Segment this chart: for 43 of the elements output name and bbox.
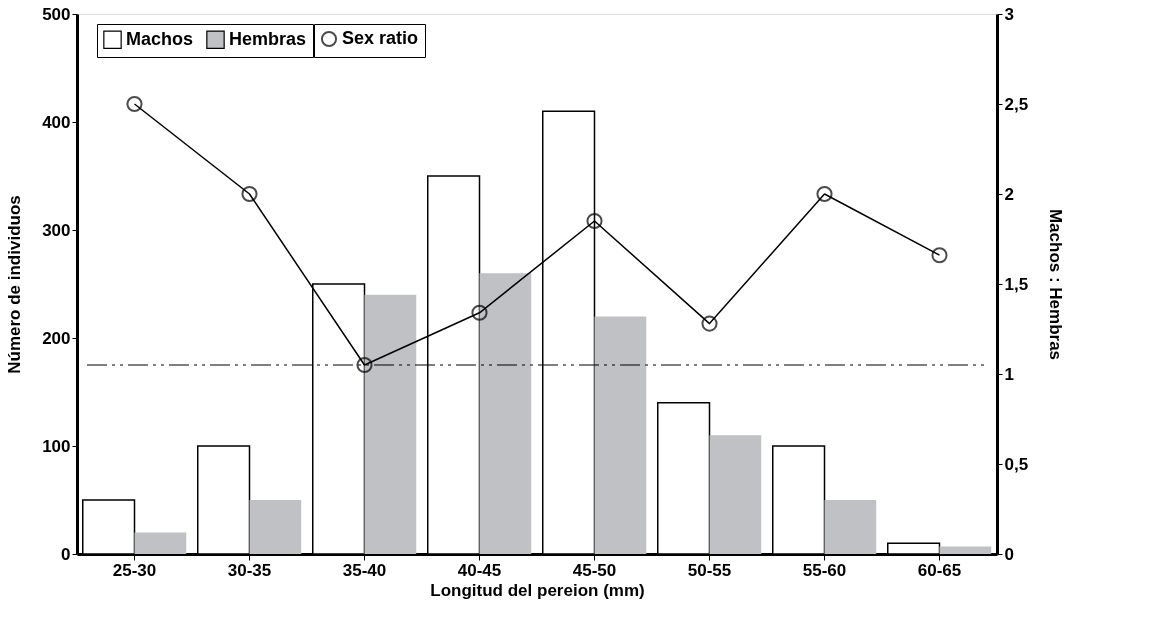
- point: [356, 356, 373, 374]
- y-tick-label: 200: [42, 328, 71, 348]
- y-tick-label: 0: [61, 544, 71, 564]
- bar: [479, 273, 532, 554]
- y-tick-label: 500: [42, 4, 71, 24]
- y2-tick-label: 0: [1004, 544, 1014, 564]
- point: [241, 185, 258, 203]
- point: [586, 212, 603, 230]
- y-axis-title: Número de individuos: [5, 195, 25, 374]
- legend-label: Sex ratio: [342, 28, 419, 48]
- x-tick-label: 45-50: [572, 560, 617, 580]
- x-tick-label: 50-55: [687, 560, 732, 580]
- point: [816, 185, 833, 203]
- x-tick-label: 30-35: [227, 560, 272, 580]
- x-tick-label: 55-60: [802, 560, 847, 580]
- bar: [824, 500, 877, 554]
- x-axis-title: Longitud del pereion (mm): [430, 580, 645, 600]
- y2-tick-label: 1: [1004, 364, 1014, 384]
- y-tick-label: 300: [42, 220, 71, 240]
- x-tick-label: 35-40: [342, 560, 387, 580]
- y-tick-label: 100: [42, 436, 71, 456]
- y2-tick-label: 2: [1004, 184, 1014, 204]
- y-tick-label: 400: [42, 112, 71, 132]
- bar: [709, 435, 762, 554]
- bar: [594, 316, 647, 554]
- x-tick-label: 60-65: [917, 560, 962, 580]
- y2-tick-label: 1,5: [1004, 274, 1029, 294]
- x-tick-label: 40-45: [457, 560, 502, 580]
- bar: [364, 294, 417, 554]
- point: [126, 95, 143, 113]
- y2-tick-label: 2,5: [1004, 94, 1029, 114]
- bar: [134, 532, 187, 554]
- x-tick-label: 25-30: [112, 560, 157, 580]
- bar: [939, 546, 992, 554]
- point: [471, 304, 488, 321]
- point: [931, 247, 948, 264]
- y2-tick-label: 3: [1004, 4, 1014, 24]
- legend-label: Machos: [126, 28, 194, 49]
- bar: [249, 500, 302, 554]
- y2-tick-label: 0,5: [1004, 454, 1029, 474]
- y2-axis-title: Machos : Hembras: [1046, 208, 1066, 361]
- legend-label: Hembras: [229, 28, 307, 49]
- point: [701, 315, 718, 332]
